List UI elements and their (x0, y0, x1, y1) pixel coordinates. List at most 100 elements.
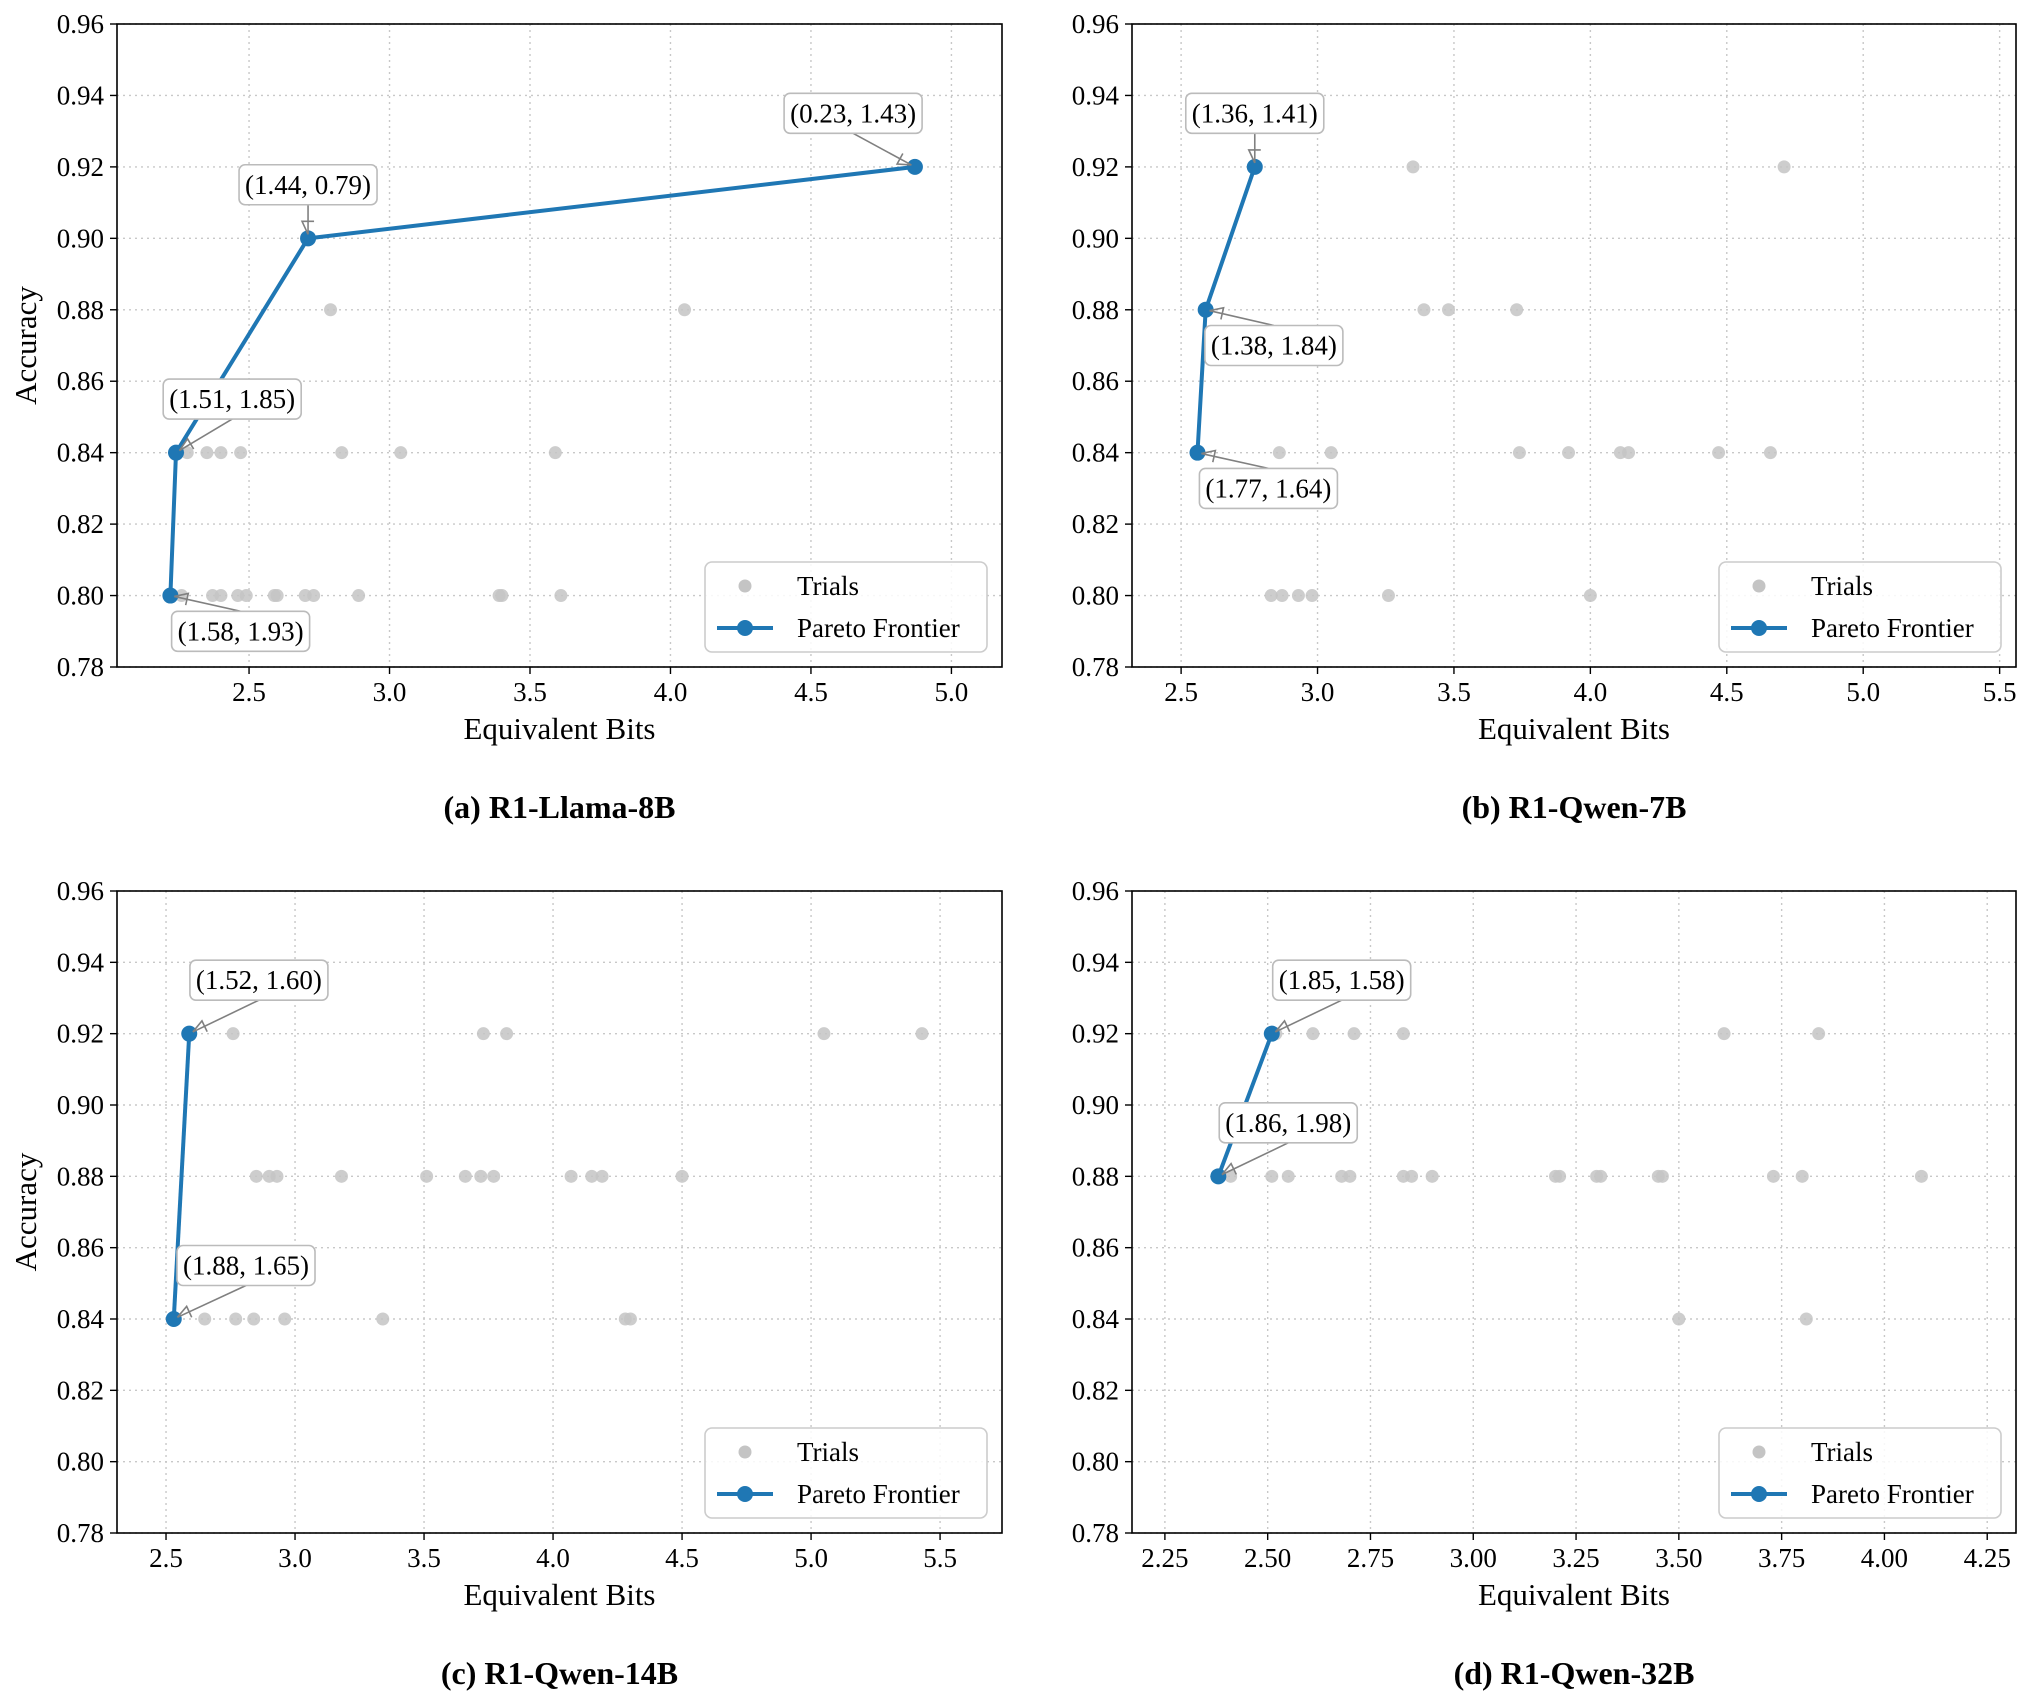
x-tick-label: 2.25 (1141, 1543, 1188, 1573)
trial-point (1763, 446, 1777, 460)
annotation-arrowhead (1221, 1162, 1237, 1176)
trial-point (334, 1169, 348, 1183)
trial-point (180, 446, 194, 460)
trial-point (1417, 303, 1431, 317)
trial-point (474, 1169, 488, 1183)
trial-point (1583, 589, 1597, 603)
x-tick-label: 2.75 (1347, 1543, 1394, 1573)
x-tick-label: 2.5 (232, 677, 266, 707)
x-tick-label: 5.5 (1983, 677, 2017, 707)
y-tick-label: 0.90 (1072, 1090, 1119, 1120)
trial-point (214, 589, 228, 603)
trial-point (1224, 1169, 1238, 1183)
x-tick-label: 3.0 (1301, 677, 1335, 707)
trial-point (249, 1169, 263, 1183)
x-tick-label: 3.0 (278, 1543, 312, 1573)
y-tick-label: 0.84 (57, 438, 105, 468)
annotation-box (1184, 92, 1325, 135)
x-tick-label: 4.0 (536, 1543, 570, 1573)
trial-point (1406, 160, 1420, 174)
annotation-arrow (1275, 999, 1343, 1033)
trial-point (307, 589, 321, 603)
legend-trials-marker (1752, 579, 1766, 593)
frontier-point (300, 230, 317, 247)
y-tick-label: 0.80 (57, 581, 104, 611)
y-tick-label: 0.80 (57, 1447, 104, 1477)
annotation-arrowhead (178, 437, 195, 452)
trial-point (198, 1312, 212, 1326)
x-axis-label: Equivalent Bits (1478, 1577, 1670, 1612)
y-tick-label: 0.88 (1072, 1161, 1119, 1191)
annotation-box (176, 1244, 316, 1287)
y-tick-label: 0.82 (57, 509, 104, 539)
y-tick-label: 0.92 (1072, 152, 1119, 182)
annotation-arrowhead (1247, 149, 1261, 164)
frontier-point (1210, 1168, 1227, 1185)
y-tick-label: 0.86 (57, 366, 104, 396)
annotation-arrowhead (1209, 306, 1225, 320)
y-tick-label: 0.82 (1072, 1375, 1119, 1405)
annotation-arrowhead (176, 1304, 193, 1318)
annotation-label: (1.58, 1.93) (178, 616, 304, 646)
annotation-label: (1.44, 0.79) (245, 170, 371, 200)
legend: Trials Pareto Frontier (1718, 1427, 2002, 1519)
trial-point (623, 1312, 637, 1326)
trial-point (487, 1169, 501, 1183)
trial-point (1425, 1169, 1439, 1183)
x-tick-label: 3.0 (373, 677, 407, 707)
y-tick-label: 0.96 (1072, 876, 1119, 906)
y-tick-label: 0.86 (57, 1233, 104, 1263)
annotation-label: (1.88, 1.65) (183, 1251, 309, 1281)
annotation-box (1218, 1102, 1359, 1144)
x-tick-label: 5.0 (794, 1543, 828, 1573)
legend-trials-label: Trials (797, 1437, 859, 1467)
trial-point (1594, 1169, 1608, 1183)
legend: Trials Pareto Frontier (1718, 561, 2002, 653)
y-tick-label: 0.90 (1072, 223, 1119, 253)
frontier-point (906, 158, 923, 175)
trial-point (1281, 1169, 1295, 1183)
trial-point (1306, 1027, 1320, 1041)
y-tick-label: 0.88 (1072, 295, 1119, 325)
trial-point (548, 446, 562, 460)
x-tick-label: 3.25 (1552, 1543, 1599, 1573)
chart-panel: (1.88, 1.65) (1.52, 1.60) 2.5 3.0 3.5 4.0 4.5 5… (8, 876, 1003, 1691)
trial-point (200, 446, 214, 460)
frontier-point (1189, 444, 1206, 461)
annotation-box (162, 378, 302, 420)
trial-point (1275, 589, 1289, 603)
annotation-arrow (174, 595, 241, 613)
trial-point (1655, 1169, 1669, 1183)
y-tick-label: 0.90 (57, 1090, 104, 1120)
trial-point (1766, 1169, 1780, 1183)
x-tick-label: 4.0 (1573, 677, 1607, 707)
x-axis-label: Equivalent Bits (1478, 711, 1670, 746)
trial-point (476, 1027, 490, 1041)
trial-point (270, 1169, 284, 1183)
legend-frontier-marker (737, 1486, 753, 1502)
legend-trials-marker (738, 579, 752, 593)
trial-point (1347, 1027, 1361, 1041)
trial-point (1562, 446, 1576, 460)
trial-point (214, 446, 228, 460)
annotation-arrow (192, 999, 260, 1033)
x-tick-label: 4.0 (654, 677, 688, 707)
trial-point (247, 1312, 261, 1326)
panel-caption: (b) R1-Qwen-7B (1462, 789, 1687, 825)
annotation-label: (1.77, 1.64) (1205, 473, 1331, 503)
annotation-label: (1.85, 1.58) (1279, 965, 1405, 995)
x-tick-label: 4.00 (1861, 1543, 1908, 1573)
y-tick-label: 0.84 (1072, 1304, 1120, 1334)
trial-point (420, 1169, 434, 1183)
annotation-box (783, 92, 923, 135)
legend-box (1718, 561, 2002, 653)
y-tick-label: 0.96 (57, 876, 104, 906)
annotation-label: (1.38, 1.84) (1211, 331, 1337, 361)
x-axis-label: Equivalent Bits (463, 711, 655, 746)
y-tick-label: 0.82 (57, 1375, 104, 1405)
trial-point (394, 446, 408, 460)
legend: Trials Pareto Frontier (704, 561, 988, 653)
legend-frontier-marker (1751, 620, 1767, 636)
y-tick-label: 0.92 (1072, 1019, 1119, 1049)
